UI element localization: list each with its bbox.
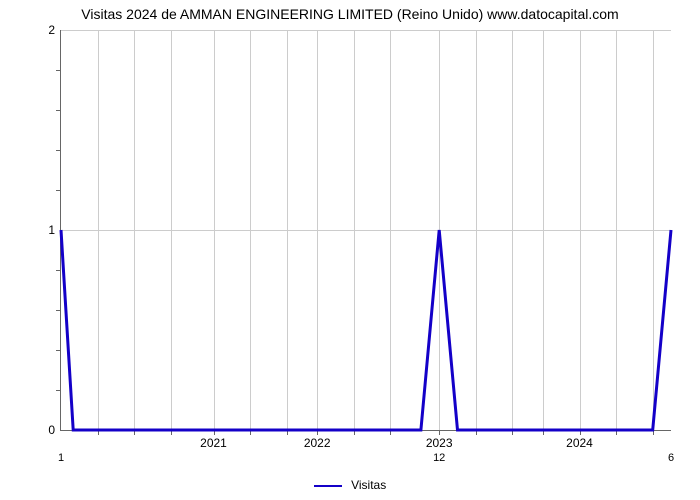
line-svg bbox=[61, 30, 671, 430]
below-label: 1 bbox=[58, 452, 64, 464]
xtick-label: 2022 bbox=[304, 436, 331, 450]
data-line bbox=[61, 230, 671, 430]
xtick-minor bbox=[439, 430, 440, 435]
legend-swatch bbox=[314, 485, 342, 487]
xtick-label: 2024 bbox=[566, 436, 593, 450]
ytick-label: 2 bbox=[48, 23, 55, 37]
chart-title: Visitas 2024 de AMMAN ENGINEERING LIMITE… bbox=[0, 6, 700, 22]
xtick-label: 2023 bbox=[426, 436, 453, 450]
ytick-label: 0 bbox=[48, 423, 55, 437]
legend: Visitas bbox=[0, 478, 700, 492]
plot-area: 012 2021202220232024 1126 bbox=[60, 30, 671, 431]
below-label: 6 bbox=[668, 452, 674, 464]
below-label: 12 bbox=[433, 452, 445, 464]
legend-label: Visitas bbox=[351, 478, 386, 492]
ytick-label: 1 bbox=[48, 223, 55, 237]
xtick-label: 2021 bbox=[200, 436, 227, 450]
